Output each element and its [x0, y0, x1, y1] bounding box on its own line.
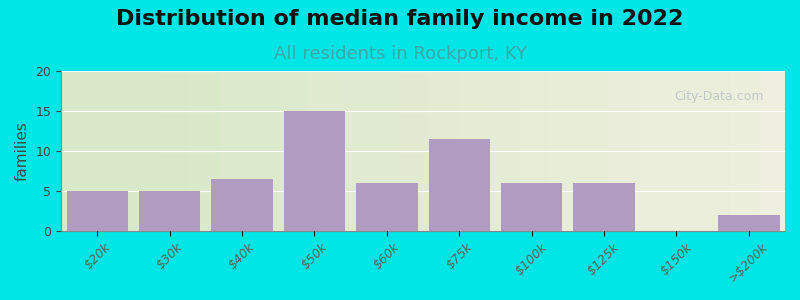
Bar — [429, 139, 490, 231]
Bar — [66, 191, 128, 231]
Bar — [718, 215, 779, 231]
Text: Distribution of median family income in 2022: Distribution of median family income in … — [116, 9, 684, 29]
Text: All residents in Rockport, KY: All residents in Rockport, KY — [274, 45, 526, 63]
Bar — [501, 183, 562, 231]
Bar — [356, 183, 418, 231]
Bar — [139, 191, 201, 231]
Bar — [574, 183, 635, 231]
Bar — [284, 111, 346, 231]
Text: City-Data.com: City-Data.com — [674, 90, 763, 103]
Y-axis label: families: families — [15, 121, 30, 181]
Bar — [211, 179, 273, 231]
